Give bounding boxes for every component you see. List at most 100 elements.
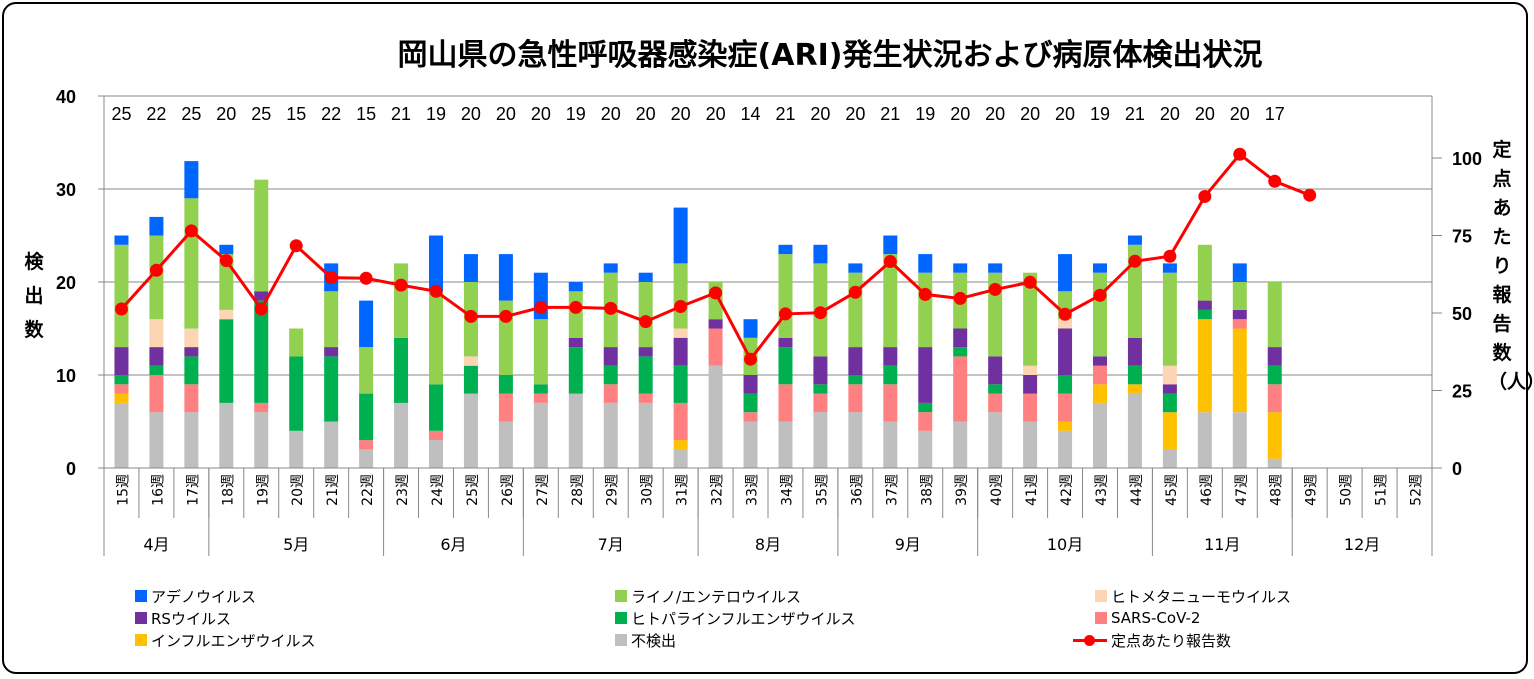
bar-segment xyxy=(463,356,478,366)
legend-item: インフルエンザウイルス xyxy=(135,630,316,650)
x-tick-label: 30週 xyxy=(640,474,656,506)
bar-segment xyxy=(778,421,793,468)
bar-segment xyxy=(778,244,793,255)
sample-count-label: 22 xyxy=(146,104,166,124)
bar-segment xyxy=(533,384,548,394)
sample-count-label: 20 xyxy=(1160,104,1180,124)
bar-segment xyxy=(603,347,618,366)
x-tick-label: 25週 xyxy=(465,474,481,506)
bar-segment xyxy=(638,393,653,403)
bar-segment xyxy=(184,384,199,413)
bar-segment xyxy=(1197,412,1212,468)
sample-count-label: 19 xyxy=(566,104,586,124)
bar-segment xyxy=(184,198,199,329)
x-tick-label: 24週 xyxy=(430,474,446,506)
x-tick-label: 44週 xyxy=(1129,474,1145,506)
x-tick-label: 37週 xyxy=(884,474,900,506)
bar-segment xyxy=(219,254,234,310)
bar-segment xyxy=(1023,272,1038,366)
bar-segment xyxy=(1093,356,1107,366)
bar-segment xyxy=(1162,412,1177,450)
bar-segment xyxy=(219,402,234,468)
bar-segment xyxy=(1058,393,1073,422)
sample-count-label: 19 xyxy=(426,104,446,124)
bar-segment xyxy=(1162,263,1177,273)
line-point xyxy=(1163,249,1177,263)
bar-segment xyxy=(429,440,443,468)
y2-tick-label: 100 xyxy=(1452,149,1482,169)
x-tick-label: 27週 xyxy=(535,474,551,506)
line-point xyxy=(359,271,373,285)
bar-segment xyxy=(1127,393,1142,468)
bar-segment xyxy=(219,244,234,255)
bar-segment xyxy=(184,328,199,348)
month-label: 8月 xyxy=(755,535,781,554)
x-tick-label: 45週 xyxy=(1164,474,1180,506)
bar-segment xyxy=(918,272,933,348)
line-point xyxy=(1128,254,1142,268)
bar-segment xyxy=(324,421,339,468)
sample-count-label: 25 xyxy=(181,104,201,124)
bar-segment xyxy=(883,384,898,422)
bar-segment xyxy=(149,235,164,320)
bar-segment xyxy=(149,412,164,468)
line-point xyxy=(1093,288,1107,302)
x-tick-label: 43週 xyxy=(1094,474,1110,506)
bar-segment xyxy=(883,235,898,255)
legend-swatch xyxy=(135,612,147,624)
bar-segment xyxy=(1023,365,1038,375)
line-point xyxy=(918,287,932,301)
y2-tick-label: 0 xyxy=(1452,459,1462,479)
line-point xyxy=(1233,147,1247,161)
bar-segment xyxy=(254,402,269,413)
sample-count-label: 20 xyxy=(601,104,621,124)
bar-segment xyxy=(324,356,339,422)
bar-segment xyxy=(1232,263,1247,282)
bar-segment xyxy=(254,291,269,301)
bar-segment xyxy=(1093,263,1107,273)
bar-segment xyxy=(743,393,758,413)
bar-segment xyxy=(1232,328,1247,413)
legend-item: 不検出 xyxy=(615,630,676,650)
bar-segment xyxy=(638,402,653,468)
bar-segment xyxy=(988,412,1003,468)
bar-segment xyxy=(953,347,968,357)
bar-segment xyxy=(463,393,478,468)
line-point xyxy=(254,302,268,316)
legend-swatch xyxy=(135,634,147,646)
legend-label: ヒトパラインフルエンザウイルス xyxy=(631,609,856,628)
bar-segment xyxy=(673,337,688,366)
x-tick-label: 46週 xyxy=(1199,474,1215,506)
bar-segment xyxy=(568,347,583,394)
bar-segment xyxy=(1162,393,1177,413)
sample-count-label: 20 xyxy=(531,104,551,124)
line-point xyxy=(674,299,688,313)
bar-segment xyxy=(1232,319,1247,329)
bar-segment xyxy=(1162,384,1177,394)
bar-segment xyxy=(184,347,199,357)
bar-segment xyxy=(988,393,1003,413)
bar-segment xyxy=(359,347,374,394)
sample-count-label: 20 xyxy=(671,104,691,124)
sample-count-label: 21 xyxy=(775,104,795,124)
bar-segment xyxy=(988,384,1003,394)
bar-segment xyxy=(1267,458,1282,468)
bar-segment xyxy=(533,402,548,468)
bar-segment xyxy=(743,375,758,394)
x-tick-label: 28週 xyxy=(570,474,586,506)
bar-segment xyxy=(149,375,164,413)
sample-count-label: 20 xyxy=(461,104,481,124)
x-tick-label: 33週 xyxy=(745,474,761,506)
x-tick-label: 31週 xyxy=(675,474,691,506)
bar-segment xyxy=(1093,272,1107,357)
bar-segment xyxy=(1058,254,1073,292)
bar-segment xyxy=(114,402,129,468)
x-tick-label: 34週 xyxy=(779,474,795,506)
bar-segment xyxy=(673,207,688,264)
bar-segment xyxy=(254,179,269,292)
bar-segment xyxy=(638,347,653,357)
legend-swatch xyxy=(1095,612,1107,624)
line-point xyxy=(114,302,128,316)
bar-segment xyxy=(429,235,443,292)
